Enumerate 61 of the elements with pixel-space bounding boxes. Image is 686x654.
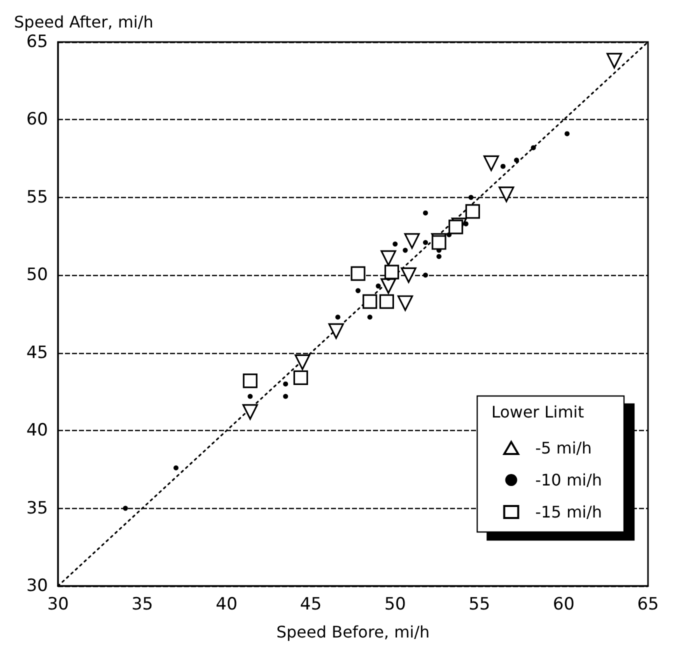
- point: [380, 250, 396, 266]
- point: [376, 284, 381, 289]
- legend-title: Lower Limit: [491, 402, 584, 422]
- y-tick-label: 50: [26, 265, 48, 286]
- x-tick-label: 55: [468, 594, 490, 614]
- y-tick-label: 45: [26, 342, 48, 363]
- point: [367, 314, 372, 320]
- point: [384, 264, 400, 280]
- legend-label: -15 mi/h: [535, 502, 602, 522]
- point: [465, 204, 480, 219]
- y-tick-label: 65: [26, 32, 48, 52]
- point: [436, 254, 442, 259]
- x-tick-label: 30: [47, 594, 69, 614]
- point: [283, 381, 288, 386]
- y-tick-label: 30: [26, 576, 48, 596]
- x-tick-label: 40: [216, 594, 238, 614]
- point: [404, 233, 420, 249]
- point: [379, 294, 394, 309]
- point: [362, 294, 378, 309]
- point: [498, 186, 514, 202]
- point: [356, 288, 361, 294]
- point: [402, 248, 408, 253]
- y-tick-label: 40: [26, 420, 48, 441]
- x-tick-label: 45: [300, 594, 322, 614]
- point: [397, 295, 414, 311]
- point: [400, 267, 416, 283]
- point: [335, 314, 340, 320]
- x-axis-title: Speed Before, mi/h: [276, 622, 430, 642]
- y-tick-label: 35: [26, 498, 48, 518]
- point: [564, 131, 570, 136]
- point: [500, 164, 506, 169]
- point: [283, 394, 288, 399]
- legend-label: -10 mi/h: [535, 470, 602, 490]
- point: [294, 354, 310, 370]
- y-axis-title: Speed After, mi/h: [14, 12, 154, 32]
- x-tick-label: 60: [552, 594, 575, 614]
- point: [468, 194, 474, 200]
- legend-label: -5 mi/h: [535, 438, 592, 458]
- point: [463, 221, 468, 226]
- x-tick-label: 65: [637, 594, 659, 614]
- point: [530, 145, 536, 150]
- point: [606, 52, 622, 68]
- point: [422, 210, 428, 216]
- point: [422, 240, 428, 245]
- point: [392, 242, 398, 247]
- point: [350, 266, 366, 281]
- y-tick-label: 60: [26, 110, 48, 130]
- point: [483, 155, 500, 172]
- point: [174, 465, 178, 470]
- x-tick-label: 50: [384, 594, 406, 614]
- point: [448, 220, 464, 234]
- point: [242, 374, 258, 388]
- point: [422, 272, 428, 278]
- point: [122, 506, 128, 511]
- point: [242, 404, 258, 420]
- point: [514, 158, 520, 163]
- x-tick-label: 35: [131, 594, 154, 614]
- point: [248, 394, 253, 399]
- point: [328, 323, 344, 339]
- y-tick-label: 55: [26, 187, 48, 208]
- point: [293, 370, 308, 386]
